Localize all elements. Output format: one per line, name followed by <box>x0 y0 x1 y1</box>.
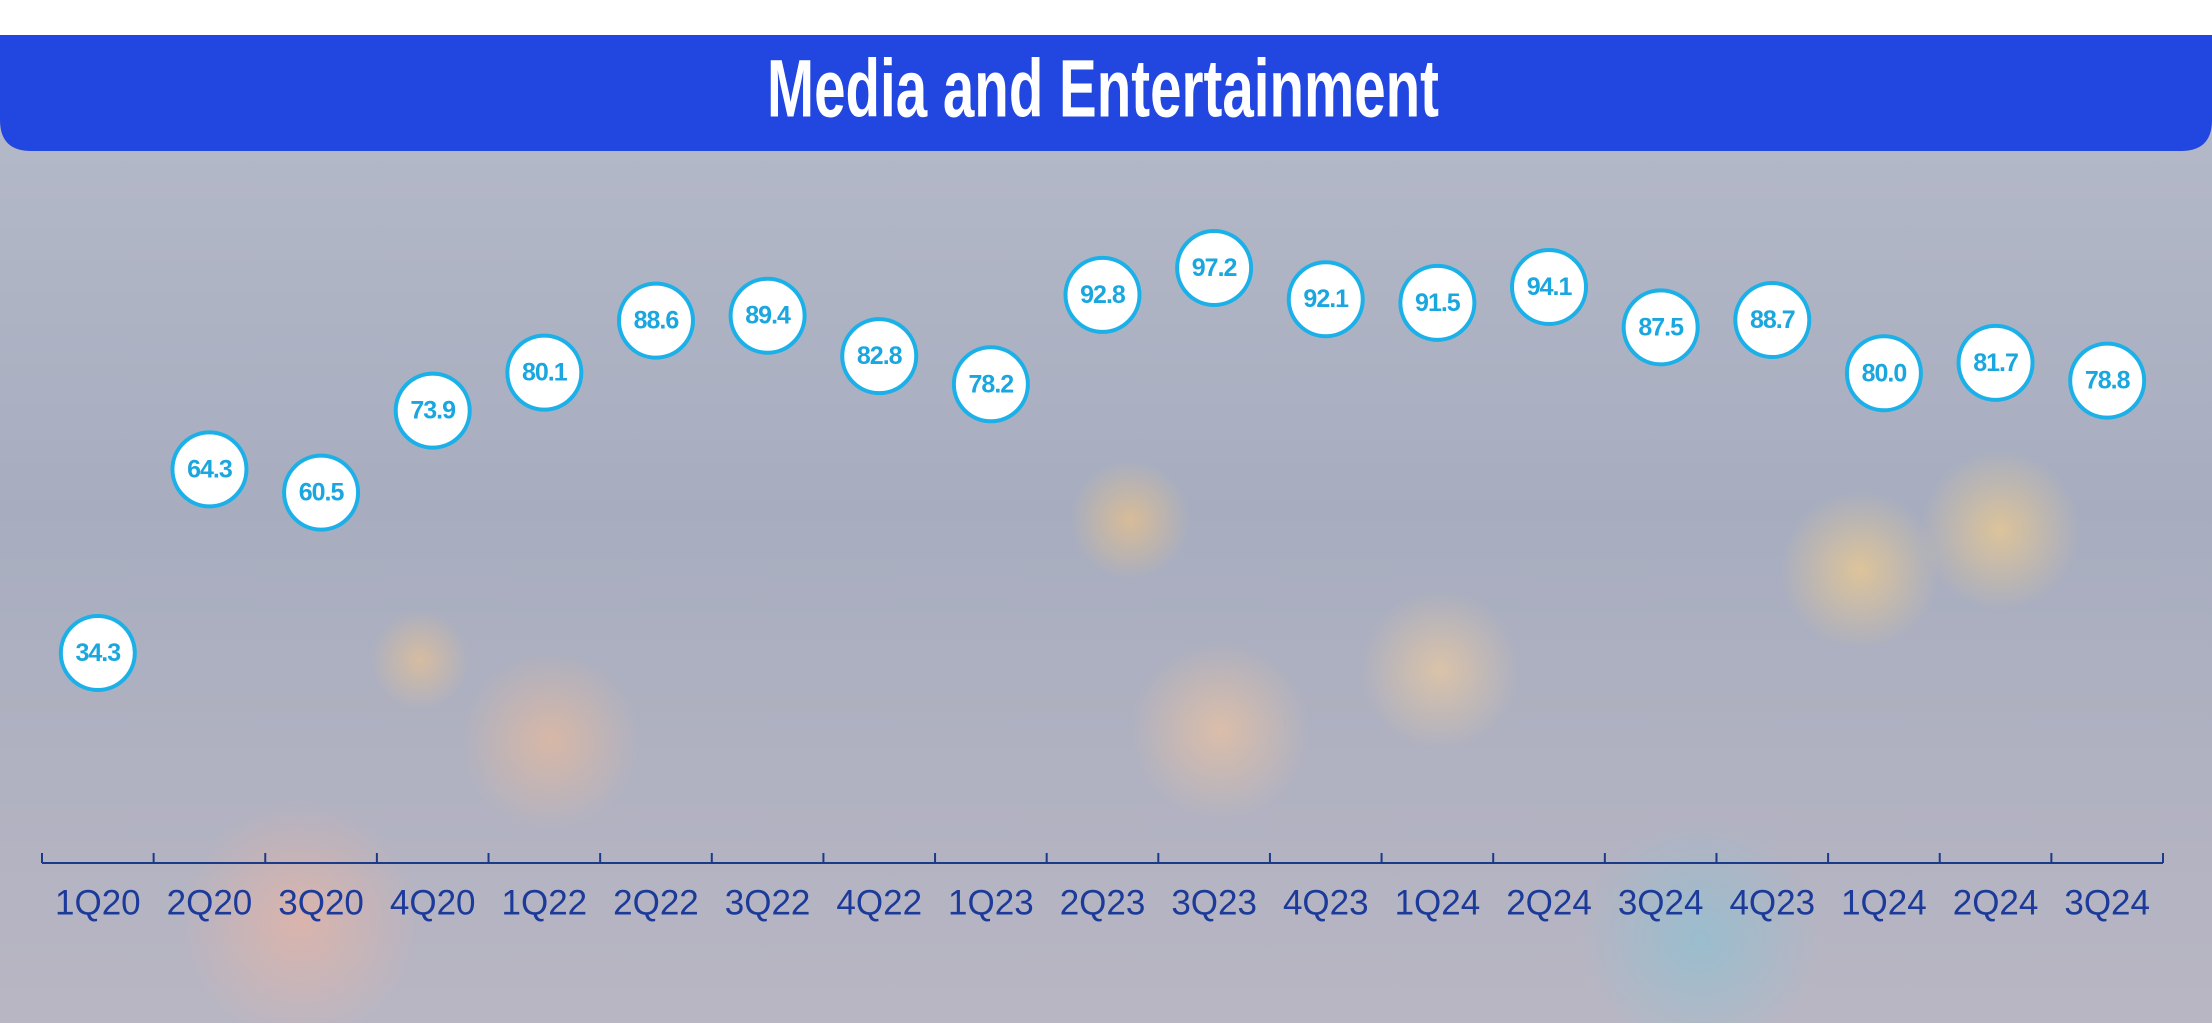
data-label: 97.2 <box>1192 254 1237 282</box>
data-label: 80.0 <box>1862 359 1907 387</box>
point-marker <box>393 371 472 450</box>
x-tick-label: 3Q24 <box>2064 883 2150 922</box>
point-marker <box>282 453 361 532</box>
x-tick-label: 4Q23 <box>1729 883 1815 922</box>
point-marker <box>728 276 807 355</box>
point-marker <box>505 333 584 412</box>
data-label: 81.7 <box>1973 349 2018 377</box>
data-label: 94.1 <box>1527 273 1573 301</box>
point-marker <box>616 281 695 360</box>
data-label: 89.4 <box>745 302 791 330</box>
data-label: 60.5 <box>299 479 345 507</box>
x-tick-label: 2Q24 <box>1953 883 2039 922</box>
chart-title: Media and Entertainment <box>767 44 1439 135</box>
x-tick-label: 1Q24 <box>1395 883 1481 922</box>
x-tick-label: 4Q22 <box>836 883 922 922</box>
point-marker <box>1621 288 1700 367</box>
x-tick-label: 2Q22 <box>613 883 699 922</box>
top-strip <box>0 0 2212 35</box>
x-tick-label: 3Q20 <box>278 883 364 922</box>
point-marker <box>840 317 919 396</box>
data-label: 87.5 <box>1638 313 1684 341</box>
x-tick-label: 2Q20 <box>167 883 253 922</box>
point-marker <box>1844 334 1923 413</box>
x-tick-label: 1Q23 <box>948 883 1034 922</box>
point-marker <box>1286 260 1365 339</box>
point-marker <box>2068 341 2147 420</box>
x-tick-label: 2Q23 <box>1060 883 1146 922</box>
point-marker <box>1398 263 1477 342</box>
point-marker <box>951 345 1030 424</box>
point-marker <box>58 614 137 693</box>
point-marker <box>1510 247 1589 326</box>
data-label: 92.8 <box>1080 281 1126 309</box>
point-marker <box>1175 229 1254 307</box>
data-label: 73.9 <box>410 397 455 425</box>
x-tick-label: 4Q23 <box>1283 883 1369 922</box>
data-label: 78.2 <box>969 370 1014 398</box>
data-label: 88.6 <box>634 307 679 335</box>
data-label: 80.1 <box>522 359 568 387</box>
data-label: 82.8 <box>857 342 903 370</box>
x-tick-label: 4Q20 <box>390 883 476 922</box>
title-banner <box>0 35 2212 151</box>
data-label: 34.3 <box>75 639 120 667</box>
x-tick-label: 3Q24 <box>1618 883 1704 922</box>
x-tick-label: 1Q24 <box>1841 883 1927 922</box>
data-label: 91.5 <box>1415 289 1461 317</box>
x-tick-label: 2Q24 <box>1506 883 1592 922</box>
x-tick-label: 1Q20 <box>55 883 141 922</box>
x-tick-label: 1Q22 <box>502 883 588 922</box>
point-marker <box>1733 281 1812 360</box>
point-marker <box>1956 323 2035 402</box>
point-marker <box>170 430 249 509</box>
data-label: 64.3 <box>187 455 232 483</box>
data-label: 92.1 <box>1303 285 1349 313</box>
data-label: 78.8 <box>2085 367 2131 395</box>
x-tick-label: 3Q23 <box>1171 883 1257 922</box>
point-marker <box>1063 255 1142 334</box>
x-tick-label: 3Q22 <box>725 883 811 922</box>
data-label: 88.7 <box>1750 306 1795 334</box>
